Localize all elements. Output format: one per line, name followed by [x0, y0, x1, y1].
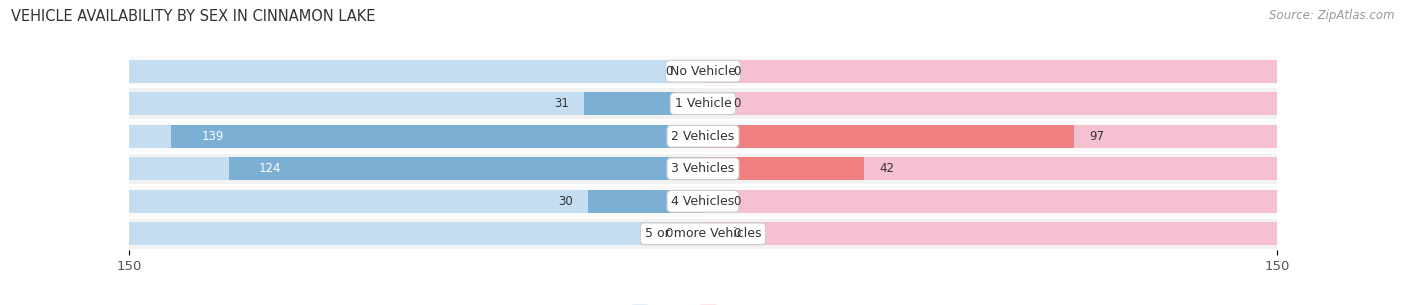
Bar [129, 88, 1277, 120]
Text: 0: 0 [734, 65, 741, 78]
Bar [129, 190, 703, 213]
Text: 5 or more Vehicles: 5 or more Vehicles [645, 227, 761, 240]
Text: 1 Vehicle: 1 Vehicle [675, 97, 731, 110]
Bar [129, 157, 703, 180]
Bar [229, 157, 703, 180]
Bar [585, 92, 703, 115]
Text: 2 Vehicles: 2 Vehicles [672, 130, 734, 143]
Bar [129, 120, 1277, 152]
Text: 3 Vehicles: 3 Vehicles [672, 162, 734, 175]
Bar [129, 217, 1277, 250]
Text: 30: 30 [558, 195, 572, 208]
Text: 31: 31 [554, 97, 569, 110]
Bar [703, 157, 863, 180]
Text: 0: 0 [665, 65, 672, 78]
Bar [703, 222, 1277, 245]
Text: 0: 0 [665, 227, 672, 240]
Bar [129, 60, 703, 83]
Bar [172, 125, 703, 148]
Text: 139: 139 [201, 130, 224, 143]
Bar [129, 55, 1277, 88]
Bar [588, 190, 703, 213]
Bar [703, 157, 1277, 180]
Bar [703, 92, 1277, 115]
Text: No Vehicle: No Vehicle [671, 65, 735, 78]
Bar [703, 60, 1277, 83]
Text: 0: 0 [734, 97, 741, 110]
Bar [129, 92, 703, 115]
Bar [129, 185, 1277, 217]
Text: 97: 97 [1090, 130, 1105, 143]
Bar [129, 125, 703, 148]
Text: 0: 0 [734, 227, 741, 240]
Text: Source: ZipAtlas.com: Source: ZipAtlas.com [1270, 9, 1395, 22]
Bar [703, 190, 1277, 213]
Text: 0: 0 [734, 195, 741, 208]
Text: 42: 42 [879, 162, 894, 175]
Bar [129, 222, 703, 245]
Text: 124: 124 [259, 162, 281, 175]
Bar [703, 125, 1277, 148]
Text: 4 Vehicles: 4 Vehicles [672, 195, 734, 208]
Text: VEHICLE AVAILABILITY BY SEX IN CINNAMON LAKE: VEHICLE AVAILABILITY BY SEX IN CINNAMON … [11, 9, 375, 24]
Bar [129, 152, 1277, 185]
Bar [703, 125, 1074, 148]
